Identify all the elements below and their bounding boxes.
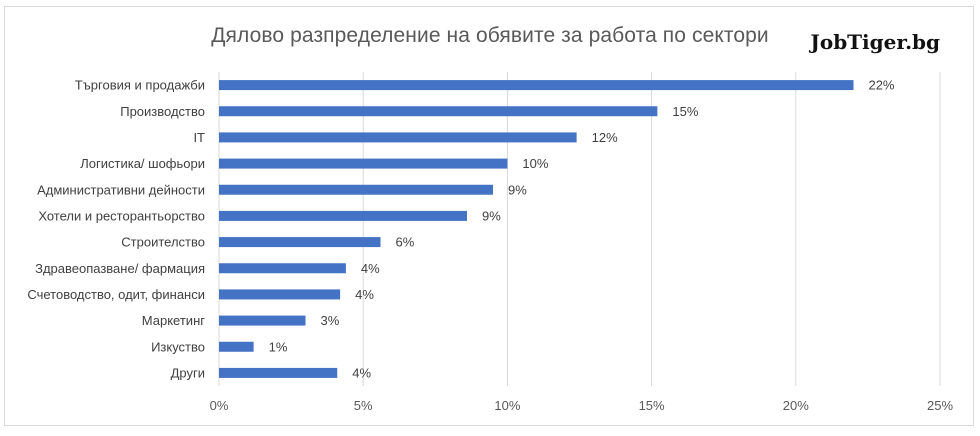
category-label: Строителство [121,235,205,250]
bar [219,263,346,274]
bar [219,184,493,195]
x-tick-label: 15% [639,398,665,413]
bar [219,106,658,117]
category-label: Счетоводство, одит, финанси [27,287,205,302]
x-tick-label: 5% [354,398,373,413]
category-labels: Търговия и продажби Производство IT Логисти… [27,78,205,381]
data-label: 9% [508,182,527,197]
bar [219,210,468,221]
category-label: Производство [120,104,205,119]
category-label: Административни дейности [37,182,205,197]
bar [219,237,381,248]
category-label: Здравеопазване/ фармация [35,261,205,276]
data-label: 3% [321,313,340,328]
x-axis-ticks: 0% 5% 10% 15% 20% 25% [210,398,954,413]
chart-title: Дялово разпределение на обявите за работ… [211,24,769,47]
bar [219,367,338,378]
data-label: 9% [482,208,501,223]
category-label: Логистика/ шофьори [80,156,205,171]
category-label: Други [171,365,205,380]
category-label: Хотели и ресторантьорство [38,208,205,223]
brand-logo: JobTiger.bg [810,30,940,54]
chart-frame [4,6,974,426]
bars [219,80,854,378]
category-label: Търговия и продажби [75,78,205,93]
category-label: Маркетинг [142,313,205,328]
data-label: 4% [352,365,371,380]
data-label: 22% [868,78,894,93]
data-label: 10% [522,156,548,171]
data-label: 4% [361,261,380,276]
bar [219,289,341,300]
data-label: 6% [396,235,415,250]
data-label: 15% [672,104,698,119]
bar [219,315,306,326]
data-label: 12% [592,130,618,145]
data-label: 1% [269,339,288,354]
gridlines [218,72,941,386]
category-label: IT [193,130,205,145]
bar [219,132,577,143]
bar [219,341,254,352]
x-tick-label: 20% [783,398,809,413]
data-label: 4% [355,287,374,302]
x-tick-label: 10% [494,398,520,413]
x-tick-label: 25% [927,398,953,413]
x-tick-label: 0% [210,398,229,413]
data-labels: 22% 15% 12% 10% 9% 9% 6% 4% 4% 3% 1% 4% [269,78,895,381]
category-label: Изкуство [151,339,205,354]
bar [219,80,854,91]
bar [219,158,508,169]
